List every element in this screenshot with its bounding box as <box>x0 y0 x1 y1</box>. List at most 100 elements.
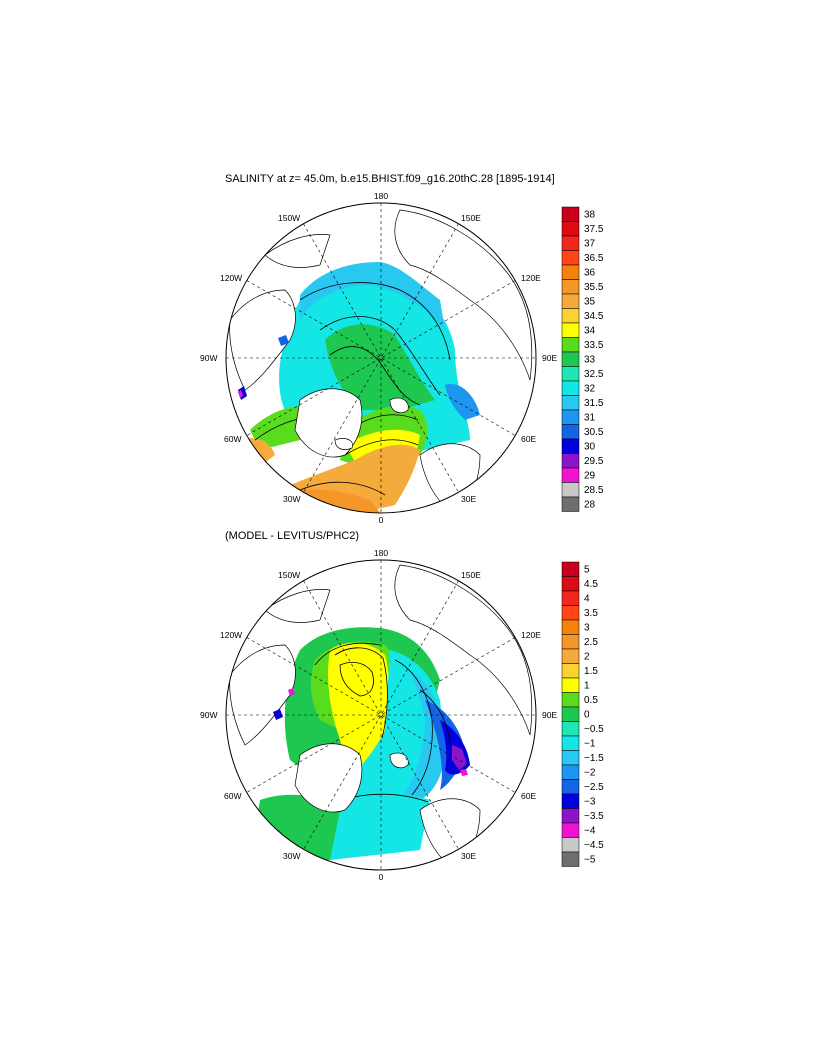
top-label-180: 180 <box>374 191 388 201</box>
bottom-panel-title: (MODEL - LEVITUS/PHC2) <box>225 530 359 542</box>
top-colorbar-swatch-18 <box>561 467 580 483</box>
top-colorbar-tick-label-10: 33 <box>584 354 596 365</box>
bottom-colorbar: 5 4.5 4 3.5 3 2.5 2 1.5 1 0.5 0 −0.5 −1 −1.5 −2 −2.5 −3 −… <box>561 561 604 867</box>
bottom-colorbar-tick-label-8: 1 <box>584 680 590 691</box>
top-colorbar-tick-label-18: 29 <box>584 470 596 481</box>
top-colorbar-swatch-16 <box>561 438 580 454</box>
bottom-label-0: 0 <box>379 872 384 882</box>
top-colorbar-swatch-14 <box>561 409 580 425</box>
top-label-30w: 30W <box>283 494 300 504</box>
top-colorbar-tick-label-2: 37 <box>584 238 596 249</box>
top-colorbar-tick-label-6: 35 <box>584 296 596 307</box>
bottom-polar-map <box>225 559 537 871</box>
top-label-150e: 150E <box>461 213 481 223</box>
top-colorbar-swatch-3 <box>561 250 580 266</box>
top-land-svalbard <box>389 397 409 414</box>
bottom-colorbar-swatch-13 <box>561 750 580 766</box>
top-polar-map <box>225 202 537 514</box>
bottom-colorbar-swatch-20 <box>561 851 580 867</box>
top-colorbar-swatch-0 <box>561 206 580 222</box>
bottom-label-150e: 150E <box>461 570 481 580</box>
bottom-label-120e: 120E <box>521 630 541 640</box>
bottom-colorbar-tick-label-19: −4.5 <box>584 840 604 851</box>
bottom-colorbar-swatch-1 <box>561 576 580 592</box>
bottom-label-180: 180 <box>374 548 388 558</box>
top-label-90e: 90E <box>542 353 557 363</box>
top-label-90w: 90W <box>200 353 217 363</box>
top-colorbar-tick-label-1: 37.5 <box>584 224 604 235</box>
bottom-colorbar-swatch-15 <box>561 779 580 795</box>
top-colorbar-swatch-9 <box>561 337 580 353</box>
top-colorbar: 38 37.5 37 36.5 36 35.5 35 34.5 34 33.5 33 32.5 32 31… <box>561 206 604 512</box>
top-colorbar-tick-label-15: 30.5 <box>584 427 604 438</box>
bottom-colorbar-swatch-8 <box>561 677 580 693</box>
top-ocean-lightblue <box>300 262 445 330</box>
top-colorbar-tick-label-9: 33.5 <box>584 340 604 351</box>
top-land-alaska <box>264 234 331 268</box>
bottom-colorbar-tick-label-4: 3 <box>584 622 590 633</box>
top-colorbar-swatch-20 <box>561 496 580 512</box>
bottom-colorbar-swatch-18 <box>561 822 580 838</box>
bottom-colorbar-swatch-3 <box>561 605 580 621</box>
top-colorbar-swatch-13 <box>561 395 580 411</box>
bottom-colorbar-tick-label-9: 0.5 <box>584 695 598 706</box>
bottom-colorbar-swatch-14 <box>561 764 580 780</box>
top-axis-labels: 180 0 90E 90W 150E 120E 60E 30E 150W 120… <box>200 191 557 525</box>
bottom-colorbar-swatch-2 <box>561 590 580 606</box>
top-colorbar-tick-label-16: 30 <box>584 441 596 452</box>
bottom-colorbar-tick-label-15: −2.5 <box>584 782 604 793</box>
top-label-30e: 30E <box>461 494 476 504</box>
bottom-colorbar-tick-label-3: 3.5 <box>584 608 598 619</box>
bottom-colorbar-swatch-10 <box>561 706 580 722</box>
top-colorbar-tick-label-17: 29.5 <box>584 456 604 467</box>
bottom-label-150w: 150W <box>278 570 300 580</box>
bottom-colorbar-tick-label-14: −2 <box>584 767 596 778</box>
top-colorbar-tick-label-4: 36 <box>584 267 596 278</box>
bottom-label-90e: 90E <box>542 710 557 720</box>
bottom-axis-labels: 180 0 90E 90W 150E 120E 60E 30E 150W 120… <box>200 548 557 882</box>
bottom-colorbar-tick-label-2: 4 <box>584 593 590 604</box>
top-colorbar-tick-label-3: 36.5 <box>584 253 604 264</box>
top-label-120e: 120E <box>521 273 541 283</box>
top-colorbar-swatch-7 <box>561 308 580 324</box>
bottom-label-30e: 30E <box>461 851 476 861</box>
top-land-siberia <box>394 209 533 381</box>
bottom-colorbar-tick-label-11: −0.5 <box>584 724 604 735</box>
bottom-colorbar-swatch-19 <box>561 837 580 853</box>
bottom-land-svalbard <box>389 752 409 769</box>
top-colorbar-swatch-4 <box>561 264 580 280</box>
bottom-land-alaska <box>264 589 331 623</box>
bottom-colorbar-tick-label-5: 2.5 <box>584 637 598 648</box>
top-label-120w: 120W <box>220 273 242 283</box>
top-colorbar-swatch-2 <box>561 235 580 251</box>
top-colorbar-swatch-11 <box>561 366 580 382</box>
top-colorbar-swatch-8 <box>561 322 580 338</box>
bottom-ocean-atlantic-cyan <box>330 792 430 860</box>
bottom-colorbar-swatch-17 <box>561 808 580 824</box>
top-colorbar-swatch-19 <box>561 482 580 498</box>
bottom-label-60e: 60E <box>521 791 536 801</box>
top-colorbar-tick-label-0: 38 <box>584 209 596 220</box>
top-label-150w: 150W <box>278 213 300 223</box>
top-colorbar-swatch-17 <box>561 453 580 469</box>
bottom-colorbar-swatch-16 <box>561 793 580 809</box>
top-label-60w: 60W <box>224 434 241 444</box>
top-ocean-barents <box>445 384 480 420</box>
bottom-colorbar-swatch-11 <box>561 721 580 737</box>
bottom-colorbar-swatch-0 <box>561 561 580 577</box>
top-colorbar-tick-label-20: 28 <box>584 499 596 510</box>
top-colorbar-tick-label-8: 34 <box>584 325 596 336</box>
bottom-colorbar-tick-label-6: 2 <box>584 651 590 662</box>
top-label-60e: 60E <box>521 434 536 444</box>
top-land-iceland <box>334 438 353 450</box>
bottom-colorbar-tick-label-20: −5 <box>584 854 596 865</box>
bottom-colorbar-swatch-6 <box>561 648 580 664</box>
bottom-colorbar-tick-label-1: 4.5 <box>584 579 598 590</box>
bottom-colorbar-tick-label-7: 1.5 <box>584 666 598 677</box>
bottom-colorbar-swatch-9 <box>561 692 580 708</box>
bottom-colorbar-tick-label-0: 5 <box>584 564 590 575</box>
top-colorbar-tick-label-11: 32.5 <box>584 369 604 380</box>
top-panel-title: SALINITY at z= 45.0m, b.e15.BHIST.f09_g1… <box>225 173 555 185</box>
bottom-ocean-lightblue <box>400 670 446 800</box>
